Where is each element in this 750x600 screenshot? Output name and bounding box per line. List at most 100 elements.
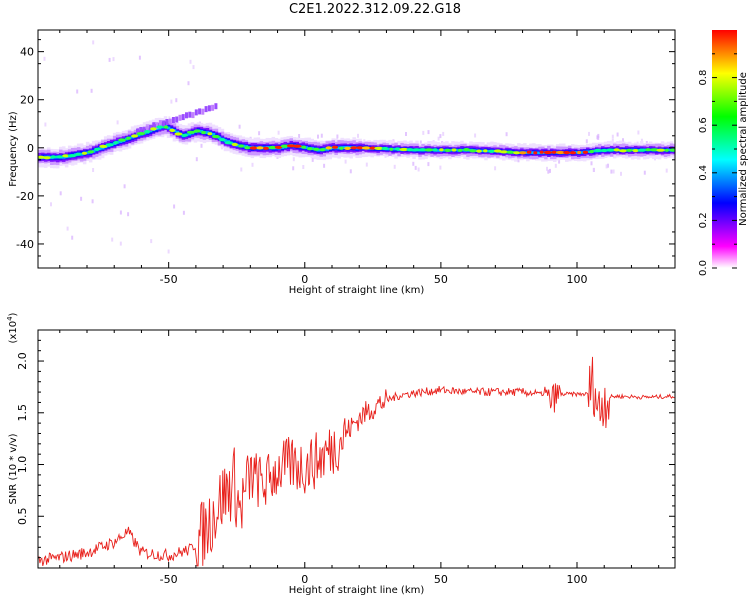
heatmap-peak xyxy=(569,151,577,155)
x-tick-label: 100 xyxy=(567,273,588,286)
heatmap-peak xyxy=(533,151,538,155)
heatmap-branch xyxy=(139,127,143,133)
heatmap-peak xyxy=(186,130,196,134)
colorbar-tick-label: 0.4 xyxy=(698,165,709,181)
heatmap-speckle xyxy=(200,143,203,148)
heatmap-peak xyxy=(125,136,131,140)
heatmap-peak xyxy=(169,128,176,132)
heatmap-peak xyxy=(664,148,669,152)
heatmap-peak xyxy=(307,147,313,151)
heatmap-band xyxy=(304,146,308,150)
heatmap-peak xyxy=(399,147,409,152)
heatmap-peak xyxy=(424,148,434,152)
heatmap-peak xyxy=(374,146,384,150)
colorbar-tick-label: 0.6 xyxy=(698,117,709,133)
heatmap-speckle xyxy=(365,162,368,167)
heatmap-peak xyxy=(256,146,264,150)
heatmap-branch xyxy=(198,108,202,115)
heatmap-peak xyxy=(218,138,226,142)
heatmap-peak xyxy=(38,155,45,159)
heatmap-branch xyxy=(181,114,185,121)
heatmap-speckle xyxy=(258,131,261,136)
heatmap-peak xyxy=(193,129,201,133)
snr-panel: -50 0 50 100 0.5 1.0 1.5 2.0 Height of straight … xyxy=(6,312,676,596)
heatmap-speckle xyxy=(76,89,79,94)
heatmap-band xyxy=(211,132,216,136)
x-tick-label: 100 xyxy=(567,573,588,586)
heatmap-speckle xyxy=(405,132,407,136)
heatmap-band xyxy=(217,136,222,140)
heatmap-layer xyxy=(38,40,675,254)
heatmap-peak xyxy=(499,150,509,154)
heatmap-speckle xyxy=(616,132,619,137)
heatmap-peak xyxy=(451,148,457,152)
heatmap-peak xyxy=(344,146,351,150)
heatmap-peak xyxy=(457,148,463,152)
heatmap-peak xyxy=(274,145,283,149)
y-axis-exponent-power: 4 xyxy=(6,316,14,321)
heatmap-speckle xyxy=(251,162,254,167)
heatmap-peak xyxy=(50,155,56,159)
heatmap-peak xyxy=(67,154,77,158)
y-tick-label: -20 xyxy=(16,190,34,203)
heatmap-speckle xyxy=(336,134,339,139)
spectrogram-panel: -50 0 50 100 -40 -20 0 20 40 Height of straight l… xyxy=(8,29,676,296)
heatmap-branch xyxy=(155,122,159,129)
heatmap-peak xyxy=(506,150,515,154)
heatmap-peak xyxy=(556,150,565,155)
heatmap-speckle xyxy=(50,202,52,207)
heatmap-peak xyxy=(181,133,188,137)
colorbar-tick-label: 0.0 xyxy=(698,260,709,276)
heatmap-peak xyxy=(156,125,164,129)
heatmap-speckle xyxy=(320,133,323,138)
heatmap-speckle xyxy=(311,157,314,162)
heatmap-speckle xyxy=(292,157,295,162)
heatmap-speckle xyxy=(640,138,643,143)
heatmap-peak xyxy=(418,148,427,152)
heatmap-branch xyxy=(136,128,139,135)
heatmap-peak xyxy=(263,146,270,150)
heatmap-peak xyxy=(369,146,376,150)
y-tick-label: 0.5 xyxy=(16,508,29,526)
y-axis-exponent-base: (x10 xyxy=(8,321,19,344)
y-tick-label: 0 xyxy=(27,142,34,155)
heatmap-speckle xyxy=(439,134,442,139)
heatmap-peak xyxy=(601,148,608,153)
heatmap-band xyxy=(118,140,123,143)
heatmap-peak xyxy=(293,144,302,148)
x-tick-label: -50 xyxy=(160,273,178,286)
heatmap-peak xyxy=(463,148,470,152)
heatmap-branch xyxy=(201,108,205,115)
heatmap-speckle xyxy=(175,98,178,103)
colorbar-label: Normalized spectral amplitude xyxy=(738,72,749,226)
heatmap-speckle xyxy=(91,199,94,204)
heatmap-band xyxy=(223,139,228,143)
heatmap-branch xyxy=(214,103,218,110)
heatmap-band xyxy=(442,149,446,152)
heatmap-peak xyxy=(325,146,332,150)
heatmap-peak xyxy=(249,146,258,150)
heatmap-peak xyxy=(637,148,646,152)
x-tick-label: 50 xyxy=(434,573,448,586)
heatmap-speckle xyxy=(44,122,47,127)
heatmap-speckle xyxy=(439,165,442,170)
heatmap-speckle xyxy=(292,166,295,171)
heatmap-peak xyxy=(381,146,389,151)
heatmap-speckle xyxy=(588,131,590,136)
heatmap-band xyxy=(62,155,66,159)
heatmap-peak xyxy=(606,148,615,152)
heatmap-branch xyxy=(162,120,166,127)
heatmap-speckle xyxy=(612,169,615,174)
heatmap-speckle xyxy=(585,139,588,144)
heatmap-speckle xyxy=(138,55,141,60)
heatmap-peak xyxy=(244,146,251,150)
heatmap-speckle xyxy=(505,132,508,137)
heatmap-peak xyxy=(280,144,290,148)
heatmap-peak xyxy=(519,151,527,155)
heatmap-speckle xyxy=(277,130,280,135)
heatmap-branch xyxy=(152,122,156,129)
heatmap-speckle xyxy=(108,57,111,62)
heatmap-peak xyxy=(136,132,146,136)
heatmap-peak xyxy=(87,150,95,154)
heatmap-speckle xyxy=(427,162,430,167)
